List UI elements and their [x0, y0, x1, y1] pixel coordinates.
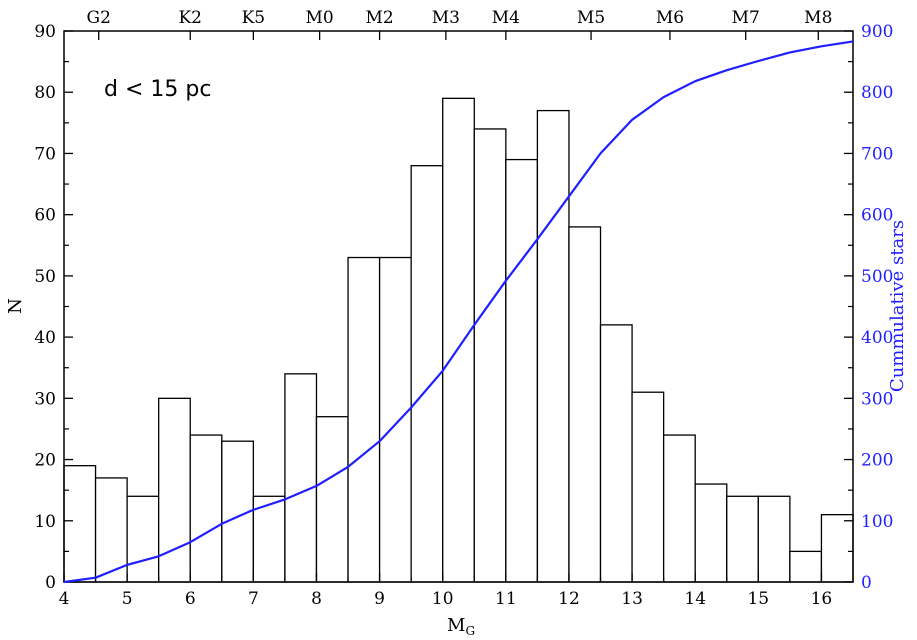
- y-tick-label: 10: [34, 512, 56, 532]
- x-tick-label: 5: [122, 589, 133, 609]
- histogram-bar: [536, 109, 570, 583]
- cumulative-curve: [63, 40, 854, 584]
- histogram-bar: [442, 97, 475, 583]
- x-tick-label: 13: [621, 589, 643, 609]
- histogram-bar: [158, 397, 191, 583]
- histogram-bar: [694, 483, 728, 583]
- histogram-bar: [820, 514, 854, 583]
- histogram-bar: [63, 465, 97, 583]
- histogram-bar: [568, 226, 602, 583]
- y-tick-label: 50: [34, 267, 56, 287]
- x-tick-label: 9: [374, 589, 385, 609]
- y-axis-label: N: [5, 298, 26, 314]
- x-tick-label: 16: [811, 589, 833, 609]
- axis-ticks: 4 5 6 7 8 9 10 11 12 13 14 15 1601020304050607080900…: [34, 8, 893, 609]
- histogram-bar: [315, 416, 349, 583]
- histogram-bar: [662, 434, 696, 583]
- y2-tick-label: 400: [861, 328, 893, 348]
- x-tick-label: 7: [248, 589, 259, 609]
- cumulative-line: [63, 40, 854, 584]
- y2-tick-label: 300: [861, 389, 893, 409]
- spectral-type-label: M6: [656, 8, 684, 28]
- y-tick-label: 70: [34, 144, 56, 164]
- y2-tick-label: 600: [861, 206, 893, 226]
- annotation-label: d < 15 pc: [104, 77, 211, 102]
- x-tick-label: 14: [684, 589, 706, 609]
- y2-axis-label: Cummulative stars: [887, 220, 908, 392]
- histogram-bar: [189, 434, 223, 583]
- spectral-type-label: M2: [365, 8, 393, 28]
- spectral-type-label: M7: [732, 8, 760, 28]
- y-tick-label: 30: [34, 389, 56, 409]
- spectral-type-label: M0: [306, 8, 334, 28]
- histogram-bar: [473, 128, 507, 583]
- y-tick-label: 80: [34, 83, 56, 103]
- x-tick-label: 10: [432, 589, 454, 609]
- histogram-bar: [631, 391, 665, 583]
- y-tick-label: 0: [45, 573, 56, 593]
- x-axis-label-subscript: G: [465, 624, 475, 638]
- x-axis-label-main: M: [447, 615, 465, 636]
- x-tick-label: 8: [311, 589, 322, 609]
- y2-tick-label: 700: [861, 144, 893, 164]
- spectral-type-label: M3: [432, 8, 460, 28]
- y2-tick-label: 0: [861, 573, 872, 593]
- x-tick-label: 6: [185, 589, 196, 609]
- spectral-type-label: K5: [242, 8, 266, 28]
- histogram-bar: [726, 495, 759, 583]
- histogram-bar: [347, 256, 381, 583]
- y2-tick-label: 900: [861, 22, 893, 42]
- y2-tick-label: 500: [861, 267, 893, 287]
- y2-tick-label: 800: [861, 83, 893, 103]
- y2-tick-label: 100: [861, 512, 893, 532]
- histogram-bar: [126, 495, 160, 583]
- x-axis-label: MG: [447, 615, 475, 638]
- x-tick-label: 12: [558, 589, 580, 609]
- histogram-bar: [410, 165, 444, 583]
- histogram-bar: [284, 373, 318, 583]
- x-tick-label: 4: [59, 589, 70, 609]
- histogram-bar: [505, 158, 539, 583]
- spectral-type-label: M5: [577, 8, 605, 28]
- histogram-bar: [789, 550, 823, 583]
- y-tick-label: 60: [34, 206, 56, 226]
- histogram-bar: [757, 495, 791, 583]
- histogram-bars: [63, 97, 854, 583]
- spectral-type-label: G2: [87, 8, 111, 28]
- spectral-type-label: M8: [804, 8, 832, 28]
- y-tick-label: 90: [34, 22, 56, 42]
- y-tick-label: 40: [34, 328, 56, 348]
- histogram-bar: [94, 477, 128, 583]
- spectral-type-label: K2: [178, 8, 202, 28]
- x-tick-label: 11: [495, 589, 517, 609]
- histogram-bar: [599, 324, 633, 583]
- spectral-type-label: M4: [492, 8, 520, 28]
- histogram-bar: [378, 256, 412, 583]
- y-tick-label: 20: [34, 451, 56, 471]
- x-tick-label: 15: [747, 589, 769, 609]
- y2-tick-label: 200: [861, 451, 893, 471]
